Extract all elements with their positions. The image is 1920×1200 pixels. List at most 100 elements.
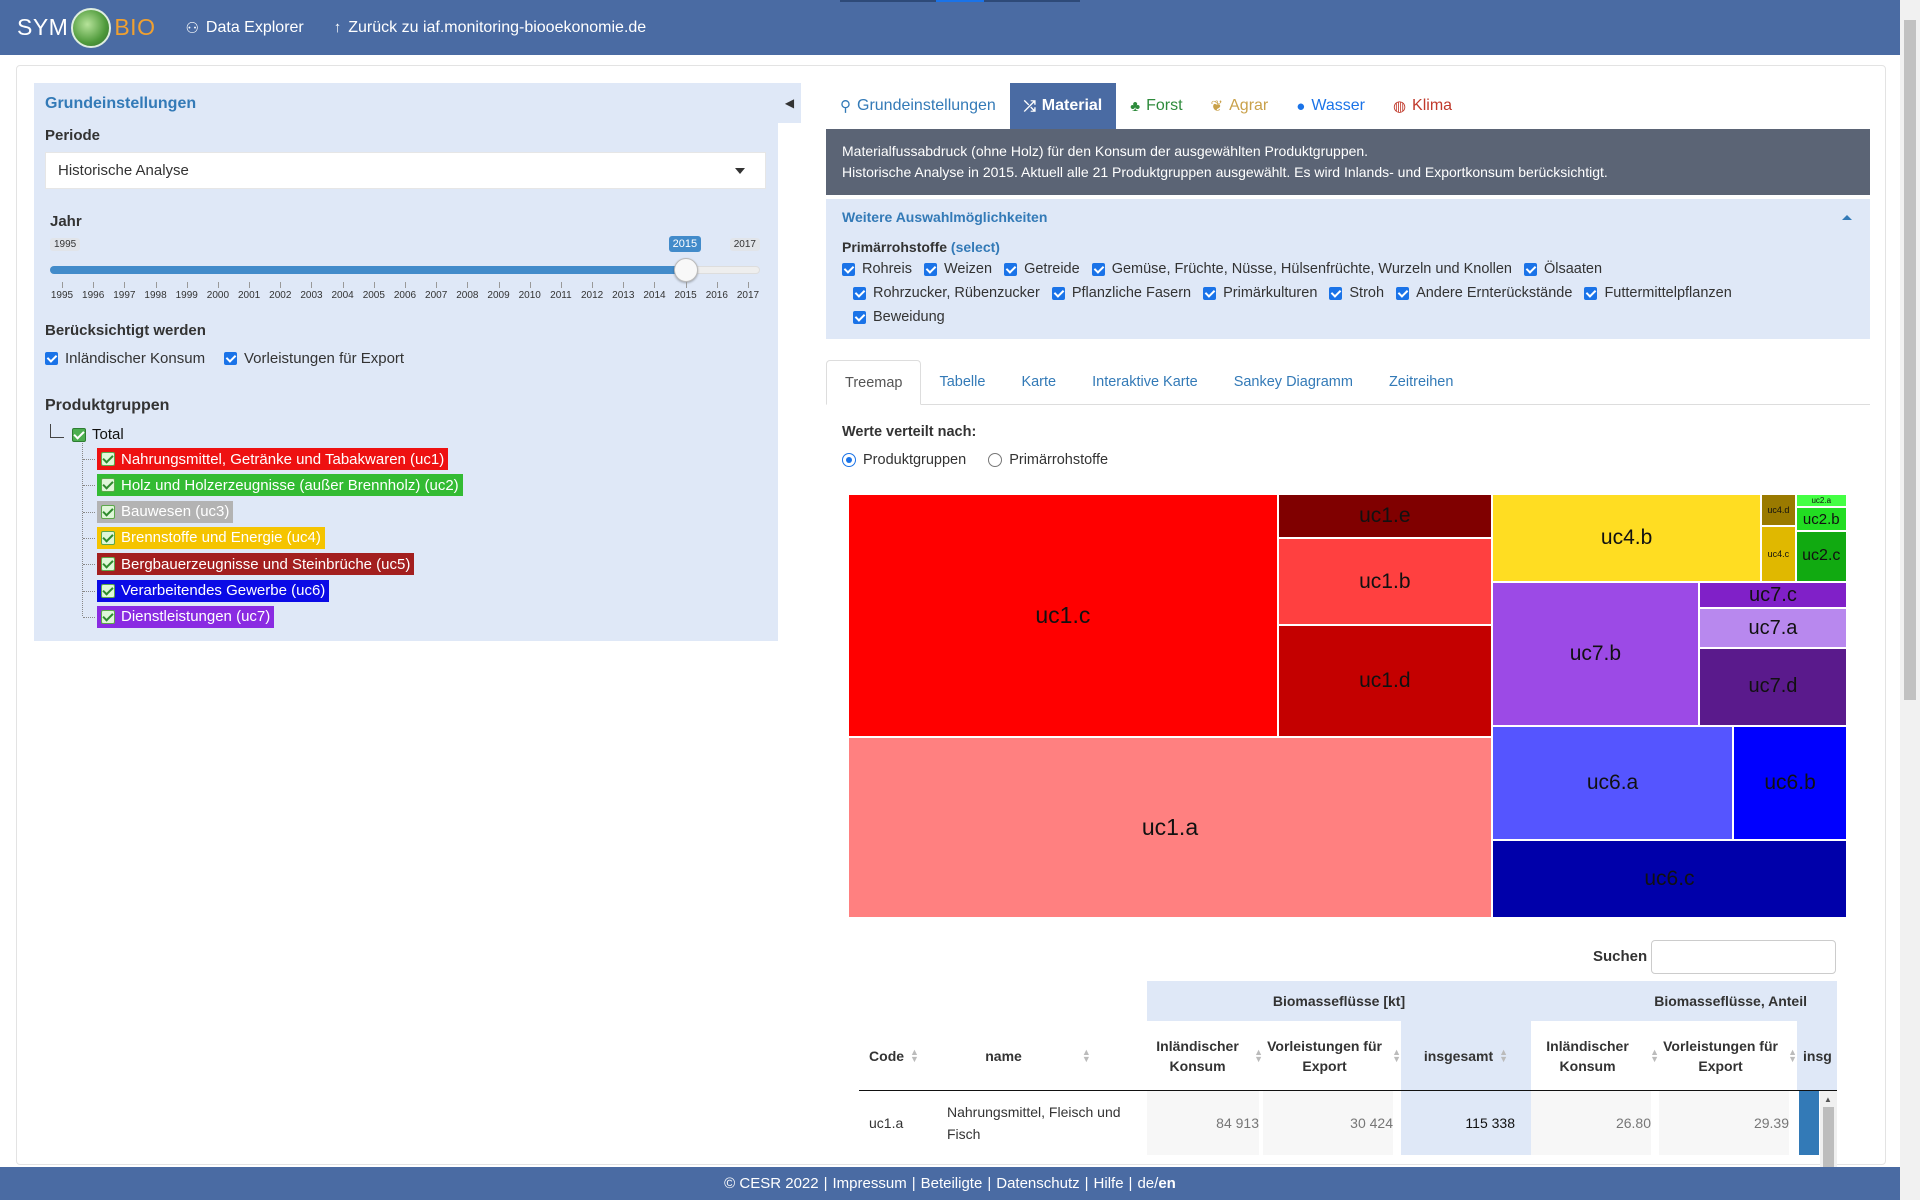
th-code[interactable]: Code ▲ ▼ (859, 1021, 929, 1091)
primaerrohstoff-checkbox[interactable]: Ölsaaten (1523, 261, 1602, 277)
checkbox-checked-icon[interactable] (1396, 286, 1410, 300)
footer-link-datenschutz[interactable]: Datenschutz (996, 1175, 1080, 1192)
checkbox-checked-icon[interactable] (224, 352, 237, 365)
treemap-cell[interactable]: uc7.c (1698, 582, 1847, 608)
view-tab-interaktive-karte[interactable]: Interaktive Karte (1092, 374, 1198, 390)
tree-item-uc3[interactable]: Bauwesen (uc3) (83, 500, 234, 523)
treemap-cell[interactable]: uc4.d (1761, 494, 1796, 526)
treemap-cell[interactable]: uc6.a (1491, 725, 1734, 840)
checkbox-checked-icon[interactable] (853, 310, 866, 324)
treemap-cell[interactable]: uc1.e (1277, 494, 1492, 539)
tree-item-uc4[interactable]: Brennstoffe und Energie (uc4) (83, 526, 325, 549)
radio-produktgruppen[interactable]: Produktgruppen (842, 452, 966, 468)
tree-item-uc1[interactable]: Nahrungsmittel, Getränke und Tabakwaren … (83, 448, 449, 470)
checkbox-checked-icon[interactable] (101, 583, 115, 598)
primaerrohstoff-checkbox[interactable]: Weizen (923, 261, 992, 277)
tab-wasser[interactable]: ● Wasser (1282, 83, 1379, 129)
footer-link-hilfe[interactable]: Hilfe (1093, 1175, 1124, 1192)
page-scrollbar[interactable] (1900, 0, 1920, 1200)
checkbox-checked-icon[interactable] (1091, 262, 1105, 276)
treemap-cell[interactable]: uc7.d (1698, 648, 1847, 726)
treemap-cell[interactable]: uc6.b (1733, 725, 1847, 840)
primaerrohstoff-checkbox[interactable]: Rohrzucker, Rübenzucker (853, 285, 1040, 301)
th-ins2[interactable]: insg (1797, 1021, 1837, 1091)
footer-lang-en[interactable]: en (1158, 1175, 1176, 1192)
tab-forst[interactable]: ♣ Forst (1116, 83, 1196, 129)
treemap-cell[interactable]: uc6.c (1491, 839, 1847, 918)
th-ik2[interactable]: Inländischer Konsum ▲ ▼ (1531, 1021, 1659, 1091)
treemap-cell[interactable]: uc1.c (848, 494, 1278, 737)
view-tab-zeitreihen[interactable]: Zeitreihen (1388, 374, 1454, 390)
view-tab-sankey-diagramm[interactable]: Sankey Diagramm (1233, 374, 1353, 390)
tree-item-uc6[interactable]: Verarbeitendes Gewerbe (uc6) (83, 579, 330, 602)
radio-on-icon[interactable] (842, 453, 856, 467)
treemap-cell[interactable]: uc2.b (1795, 507, 1847, 531)
checkbox-checked-icon[interactable] (1523, 262, 1537, 276)
primaerrohstoff-checkbox[interactable]: Beweidung (853, 309, 945, 325)
th-name[interactable]: name ▲ ▼ (929, 1021, 1147, 1091)
view-tab-tabelle[interactable]: Tabelle (939, 374, 986, 390)
scroll-up-icon[interactable]: ▲ (1824, 1095, 1832, 1104)
nav-data-explorer[interactable]: ⚇ Data Explorer (185, 19, 303, 37)
th-vl2[interactable]: Vorleistungen für Export ▲ ▼ (1659, 1021, 1797, 1091)
checkbox-checked-icon[interactable] (101, 530, 115, 545)
sidebar-collapse-button[interactable]: ◀ (778, 83, 801, 123)
treemap-cell[interactable]: uc7.a (1698, 607, 1847, 649)
treemap-cell[interactable]: uc2.a (1795, 494, 1847, 508)
tab-grundeinstellungen[interactable]: ⚲ Grundeinstellungen (826, 83, 1010, 129)
checkbox-checked-icon[interactable] (45, 352, 58, 365)
treemap-cell[interactable]: uc2.c (1795, 530, 1847, 583)
primaerrohstoff-checkbox[interactable]: Pflanzliche Fasern (1051, 285, 1191, 301)
primaerrohstoff-checkbox[interactable]: Futtermittelpflanzen (1584, 285, 1732, 301)
treemap-cell[interactable]: uc1.b (1277, 538, 1492, 626)
radio-primaerrohstoffe[interactable]: Primärrohstoffe (988, 452, 1108, 468)
primaerrohstoff-checkbox[interactable]: Stroh (1329, 285, 1384, 301)
caret-up-icon[interactable] (1842, 215, 1852, 220)
checkbox-checked-icon[interactable] (1584, 286, 1598, 300)
checkbox-checked-icon[interactable] (72, 427, 86, 442)
tab-agrar[interactable]: ❦ Agrar (1197, 83, 1283, 129)
checkbox-checked-icon[interactable] (1203, 286, 1217, 300)
slider-handle[interactable] (673, 258, 698, 282)
treemap-cell[interactable]: uc1.d (1277, 625, 1492, 737)
footer-lang-de[interactable]: de/ (1137, 1175, 1159, 1192)
checkbox-checked-icon[interactable] (1004, 262, 1018, 276)
th-ik1[interactable]: Inländischer Konsum ▲ ▼ (1147, 1021, 1263, 1091)
primaerrohstoff-checkbox[interactable]: Gemüse, Früchte, Nüsse, Hülsenfrüchte, W… (1091, 261, 1512, 277)
treemap-cell[interactable]: uc4.b (1491, 494, 1762, 583)
tree-expander-icon[interactable] (50, 423, 64, 438)
checkbox-checked-icon[interactable] (923, 262, 937, 276)
checkbox-checked-icon[interactable] (1051, 286, 1065, 300)
nav-back-link[interactable]: ↑ Zurück zu iaf.monitoring-biooekonomie.… (334, 19, 646, 37)
footer-link-beteiligte[interactable]: Beteiligte (920, 1175, 983, 1192)
checkbox-checked-icon[interactable] (101, 609, 115, 624)
checkbox-checked-icon[interactable] (853, 286, 866, 300)
view-tab-karte[interactable]: Karte (1021, 374, 1057, 390)
vorleistungen-export-checkbox[interactable]: Vorleistungen für Export (224, 350, 404, 367)
tab-material[interactable]: ⤮ Material (1009, 83, 1117, 129)
tree-item-uc2[interactable]: Holz und Holzerzeugnisse (außer Brennhol… (83, 474, 463, 497)
primaerrohstoff-checkbox[interactable]: Andere Ernterückstände (1396, 285, 1572, 301)
tree-root[interactable]: Total (50, 423, 124, 443)
weitere-title[interactable]: Weitere Auswahlmöglichkeiten (842, 209, 1048, 225)
tree-item-uc5[interactable]: Bergbauerzeugnisse und Steinbrüche (uc5) (83, 553, 415, 576)
tree-item-uc7[interactable]: Dienstleistungen (uc7) (83, 605, 275, 628)
primaerrohstoff-checkbox[interactable]: Rohreis (842, 261, 912, 277)
checkbox-checked-icon[interactable] (1329, 286, 1343, 300)
th-ins1[interactable]: insgesamt ▲ ▼ (1401, 1021, 1531, 1091)
footer-link-impressum[interactable]: Impressum (832, 1175, 907, 1192)
prim-select-link[interactable]: (select) (950, 239, 1000, 255)
checkbox-checked-icon[interactable] (101, 478, 115, 493)
radio-off-icon[interactable] (988, 453, 1003, 467)
primaerrohstoff-checkbox[interactable]: Getreide (1004, 261, 1080, 277)
brand-logo[interactable]: SYM BIO (17, 7, 155, 48)
year-slider[interactable]: 1995 2017 2015 1995 1996 1997 1998 1999 2000 2… (50, 236, 760, 316)
periode-select[interactable]: Historische Analyse (45, 152, 766, 189)
checkbox-checked-icon[interactable] (101, 504, 115, 519)
checkbox-checked-icon[interactable] (842, 262, 855, 276)
table-scrollbar-thumb[interactable] (1823, 1107, 1834, 1167)
checkbox-checked-icon[interactable] (101, 557, 115, 572)
treemap-cell[interactable]: uc1.a (848, 736, 1492, 918)
treemap-cell[interactable]: uc7.b (1491, 582, 1699, 726)
search-input[interactable] (1651, 940, 1836, 974)
